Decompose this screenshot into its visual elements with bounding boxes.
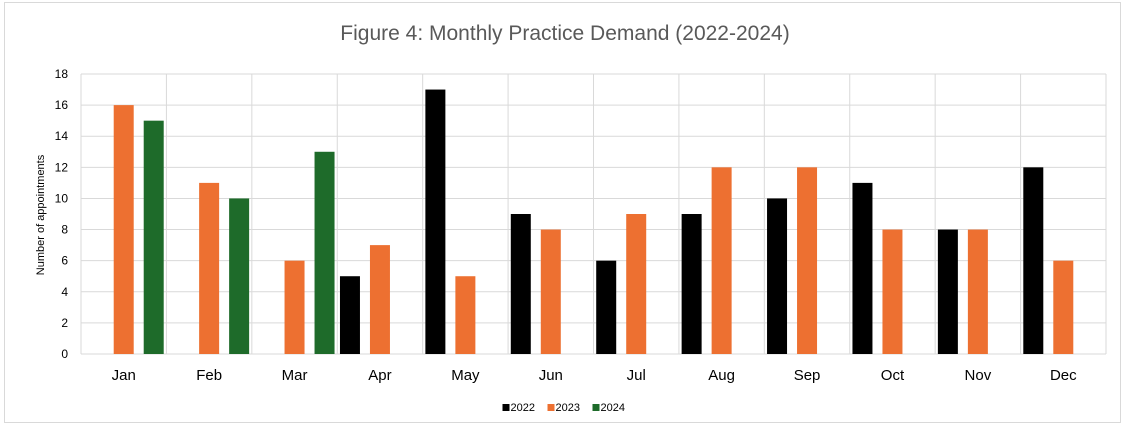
legend: 2022 2023 2024 [502,402,625,414]
bar-2022-may [425,89,446,355]
x-tick-label: Feb [196,367,222,384]
y-tick-label: 14 [55,129,69,143]
bar-2022-aug [681,214,702,354]
x-tick-label: Jan [112,367,136,384]
y-axis-ticks: 0 2 4 6 8 10 12 14 16 18 [55,67,69,361]
legend-label-2022: 2022 [511,402,535,414]
y-tick-label: 12 [55,160,69,174]
bar-2023-dec [1053,260,1074,354]
bar-2024-feb [229,198,250,354]
x-tick-label: Mar [282,367,308,384]
bar-2023-jun [540,229,561,354]
bar-2022-jul [596,260,617,354]
x-tick-label: Oct [881,367,905,384]
x-tick-label: May [451,367,480,384]
bar-2023-sep [797,167,818,354]
x-tick-label: Jul [627,367,646,384]
bar-2023-jan [113,105,134,354]
y-tick-label: 2 [61,316,68,330]
bar-2024-mar [314,151,335,354]
bar-2022-oct [852,182,873,354]
gridlines [80,73,1107,355]
bar-2022-jun [510,214,531,354]
bar-2023-apr [369,245,390,354]
y-tick-label: 10 [55,191,69,205]
legend-swatch-2022 [502,404,510,411]
bar-2023-oct [882,229,903,354]
legend-label-2023: 2023 [556,402,580,414]
y-tick-label: 6 [61,254,68,268]
legend-label-2024: 2024 [601,402,625,414]
bar-2023-mar [284,260,305,354]
y-tick-label: 0 [61,347,68,361]
y-tick-label: 18 [55,67,69,81]
bar-2023-jul [626,214,647,354]
bar-2023-may [455,276,476,354]
chart-title: Figure 4: Monthly Practice Demand (2022-… [340,22,789,45]
y-tick-label: 4 [61,285,68,299]
bar-2024-jan [143,120,164,355]
legend-swatch-2024 [592,404,600,411]
y-axis-label: Number of appointments [35,154,47,275]
y-tick-label: 8 [61,223,68,237]
y-tick-label: 16 [55,98,69,112]
x-axis-ticks: Jan Feb Mar Apr May Jun Jul Aug Sep Oct Nov Dec [112,367,1078,384]
x-tick-label: Dec [1050,367,1077,384]
bar-2022-apr [339,276,360,354]
bar-2022-dec [1023,167,1044,354]
bar-2022-nov [937,229,958,354]
bar-2023-nov [967,229,988,354]
x-tick-label: Aug [708,367,735,384]
x-tick-label: Sep [794,367,821,384]
x-tick-label: Nov [965,367,992,384]
x-tick-label: Apr [368,367,391,384]
x-tick-label: Jun [539,367,563,384]
bar-2022-sep [767,198,788,354]
bar-2023-aug [711,167,732,354]
bars [113,89,1074,355]
legend-swatch-2023 [547,404,555,411]
bar-2023-feb [199,182,220,354]
